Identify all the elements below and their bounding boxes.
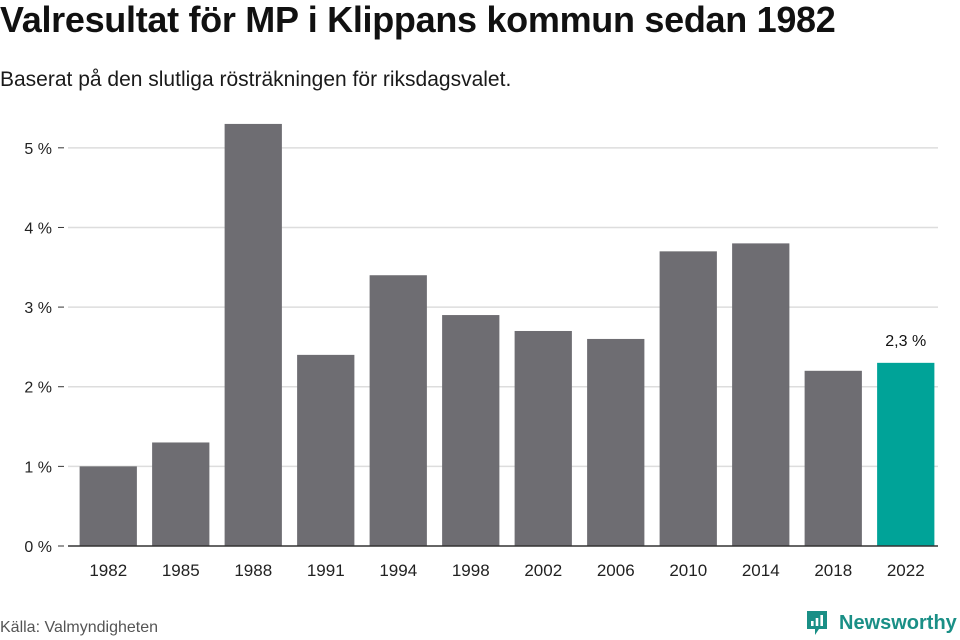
grid-lines bbox=[68, 147, 938, 468]
y-tick-label: 2 % bbox=[24, 380, 52, 397]
y-tick-label: 0 % bbox=[24, 539, 52, 556]
newsworthy-logo-icon bbox=[807, 611, 827, 635]
bar-2010 bbox=[659, 251, 717, 546]
x-tick-label: 2018 bbox=[814, 561, 852, 580]
bars bbox=[79, 123, 935, 546]
x-tick-label: 2006 bbox=[597, 561, 635, 580]
y-tick-label: 3 % bbox=[24, 300, 52, 317]
bar-2014 bbox=[732, 243, 790, 546]
bar-2002 bbox=[514, 330, 572, 546]
chart-subtitle: Baserat på den slutliga rösträkningen fö… bbox=[0, 68, 512, 91]
x-tick-label: 1994 bbox=[379, 561, 417, 580]
data-label-2022: 2,3 % bbox=[885, 333, 926, 350]
y-axis-ticks: 0 % 1 % 2 % 3 % 4 % 5 % bbox=[24, 141, 64, 556]
bar-1982 bbox=[79, 466, 137, 546]
chart-title: Valresultat för MP i Klippans kommun sed… bbox=[0, 0, 836, 40]
bar-1988 bbox=[224, 123, 282, 546]
x-axis-ticks: 1982 1985 1988 1991 1994 1998 2002 2006 2010 2014… bbox=[89, 561, 924, 580]
bar-2018 bbox=[804, 370, 862, 546]
x-tick-label: 2014 bbox=[742, 561, 780, 580]
bar-2022 bbox=[877, 362, 935, 546]
x-tick-label: 2002 bbox=[524, 561, 562, 580]
x-tick-label: 2010 bbox=[669, 561, 707, 580]
data-labels: 2,3 % bbox=[885, 333, 926, 350]
x-tick-label: 1998 bbox=[452, 561, 490, 580]
x-tick-label: 2022 bbox=[887, 561, 925, 580]
brand-name: Newsworthy bbox=[839, 612, 957, 634]
x-tick-label: 1985 bbox=[162, 561, 200, 580]
source-note: Källa: Valmyndigheten bbox=[0, 619, 159, 636]
bar-2006 bbox=[587, 338, 645, 546]
x-tick-label: 1991 bbox=[307, 561, 345, 580]
bar-1985 bbox=[152, 442, 210, 546]
y-tick-label: 1 % bbox=[24, 459, 52, 476]
y-tick-label: 5 % bbox=[24, 141, 52, 158]
bar-1991 bbox=[297, 354, 355, 546]
x-tick-label: 1988 bbox=[234, 561, 272, 580]
brand-logo[interactable]: Newsworthy bbox=[805, 608, 957, 638]
bar-1998 bbox=[442, 315, 500, 546]
bar-1994 bbox=[369, 275, 427, 546]
x-tick-label: 1982 bbox=[89, 561, 127, 580]
y-tick-label: 4 % bbox=[24, 220, 52, 237]
